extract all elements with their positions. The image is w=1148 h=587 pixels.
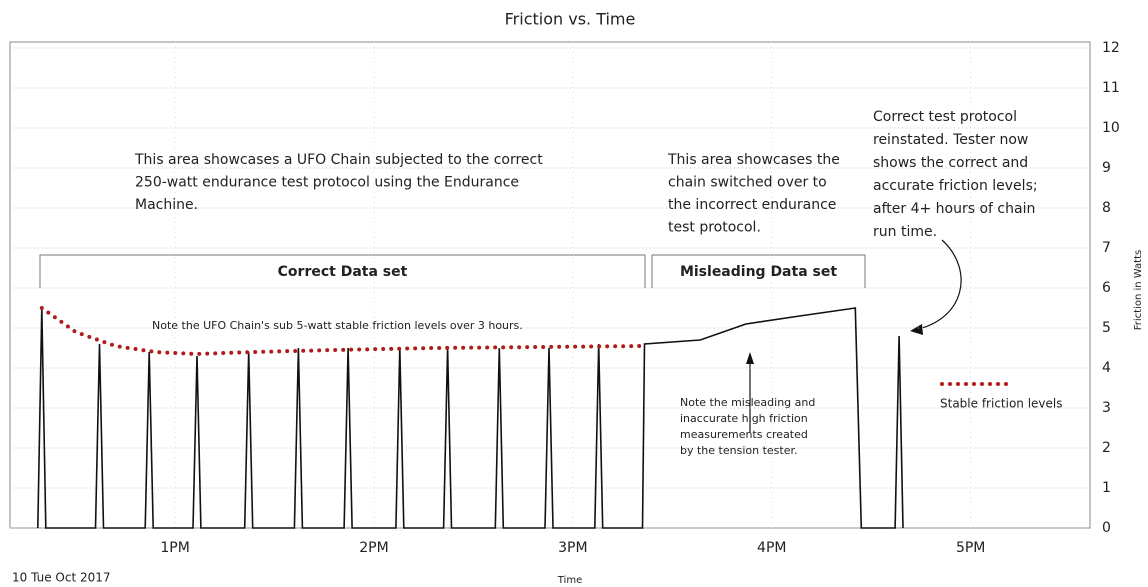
annotation: by the tension tester.	[680, 444, 797, 457]
y-tick-label: 5	[1102, 320, 1111, 336]
annotation: chain switched over to	[668, 175, 827, 191]
annotation: 250-watt endurance test protocol using t…	[135, 175, 519, 191]
annotation: after 4+ hours of chain	[873, 201, 1035, 217]
x-tick-label: 1PM	[160, 540, 189, 556]
y-tick-label: 9	[1102, 160, 1111, 176]
x-tick-label: 2PM	[359, 540, 388, 556]
annotation: Machine.	[135, 197, 198, 213]
bracket-label: Correct Data set	[278, 264, 408, 280]
y-tick-label: 0	[1102, 520, 1111, 536]
annotation: accurate friction levels;	[873, 178, 1038, 194]
data-line	[37, 307, 904, 529]
arrow-head	[910, 324, 923, 335]
annotation: Note the misleading and	[680, 396, 815, 409]
y-tick-label: 3	[1102, 400, 1111, 416]
y-tick-label: 6	[1102, 280, 1111, 296]
annotation: the incorrect endurance	[668, 197, 836, 213]
y-tick-label: 1	[1102, 480, 1111, 496]
y-tick-label: 4	[1102, 360, 1111, 376]
x-axis-label: Time	[557, 575, 582, 586]
y-tick-label: 11	[1102, 80, 1120, 96]
bracket-label: Misleading Data set	[680, 264, 837, 280]
annotation: test protocol.	[668, 220, 761, 236]
chart-title: Friction vs. Time	[505, 10, 636, 29]
bracket	[39, 254, 646, 288]
arrow-head	[746, 352, 754, 364]
date-label: 10 Tue Oct 2017	[12, 571, 111, 585]
annotation: This area showcases the	[667, 152, 840, 168]
annotation: This area showcases a UFO Chain subjecte…	[134, 152, 543, 168]
annotation: reinstated. Tester now	[873, 132, 1028, 148]
annotation: Correct test protocol	[873, 109, 1017, 125]
y-tick-label: 2	[1102, 440, 1111, 456]
annotation: shows the correct and	[873, 155, 1028, 171]
arrow	[913, 239, 962, 331]
annotation: measurements created	[680, 428, 808, 441]
y-axis-label: Friction in Watts	[1133, 250, 1144, 330]
x-tick-label: 5PM	[956, 540, 985, 556]
y-tick-label: 8	[1102, 200, 1111, 216]
y-tick-label: 12	[1102, 40, 1120, 56]
annotation: Note the UFO Chain's sub 5-watt stable f…	[152, 319, 523, 332]
annotation: run time.	[873, 224, 937, 240]
y-tick-label: 7	[1102, 240, 1111, 256]
data-line	[39, 306, 647, 357]
y-tick-label: 10	[1102, 120, 1120, 136]
annotation: inaccurate high friction	[680, 412, 808, 425]
x-tick-label: 3PM	[558, 540, 587, 556]
bracket	[651, 254, 866, 288]
x-tick-label: 4PM	[757, 540, 786, 556]
legend-label: Stable friction levels	[940, 397, 1063, 411]
